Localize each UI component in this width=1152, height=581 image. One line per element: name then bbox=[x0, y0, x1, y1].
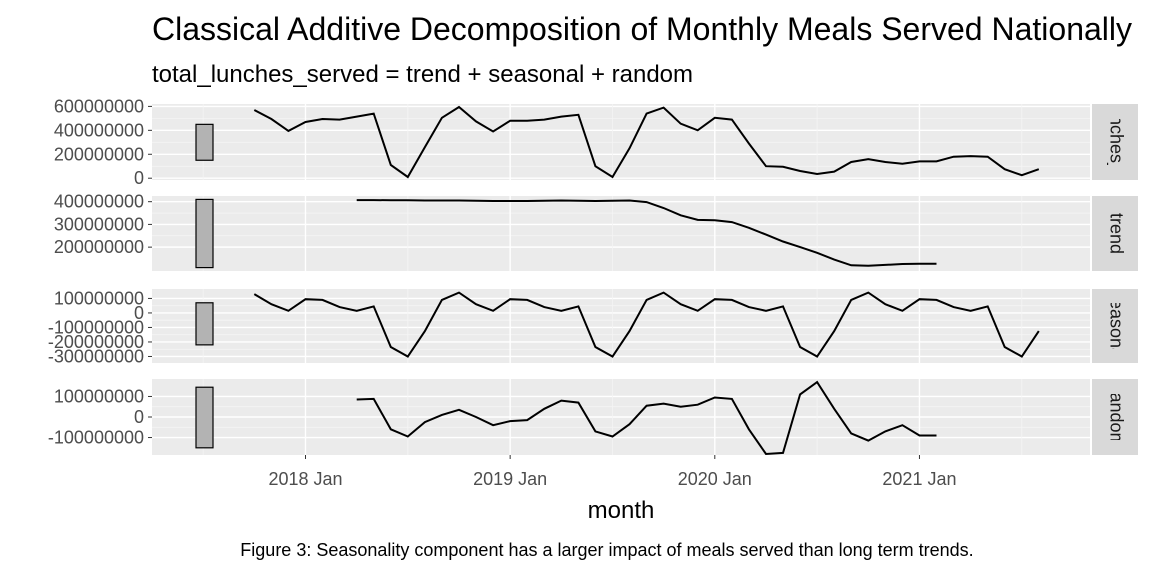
facet-strip bbox=[1092, 289, 1138, 363]
y-tick-label: 100000000 bbox=[54, 288, 144, 308]
facet-strip-label: seasonal bbox=[1106, 290, 1126, 362]
y-tick-label: 0 bbox=[134, 407, 144, 427]
y-tick-label: 100000000 bbox=[54, 386, 144, 406]
facet-strip bbox=[1092, 196, 1138, 271]
range-bar bbox=[195, 302, 214, 346]
facet-strip bbox=[1092, 379, 1138, 455]
y-tick-label: -300000000 bbox=[48, 346, 144, 366]
panel-background bbox=[152, 289, 1090, 363]
x-tick-label: 2018 Jan bbox=[268, 469, 342, 489]
y-tick-label: 600000000 bbox=[54, 96, 144, 116]
y-tick-label: -100000000 bbox=[48, 428, 144, 448]
y-tick-label: 300000000 bbox=[54, 214, 144, 234]
range-bar bbox=[195, 198, 214, 269]
figure-caption: Figure 3: Seasonality component has a la… bbox=[240, 540, 973, 560]
y-tick-label: 400000000 bbox=[54, 192, 144, 212]
chart-subtitle: total_lunches_served = trend + seasonal … bbox=[152, 61, 693, 88]
x-tick-label: 2020 Jan bbox=[678, 469, 752, 489]
facet-strip-label: random bbox=[1106, 386, 1126, 447]
x-tick-label: 2021 Jan bbox=[882, 469, 956, 489]
facet-strip-label: total_lunches_served bbox=[1105, 57, 1126, 227]
chart-title: Classical Additive Decomposition of Mont… bbox=[152, 11, 1132, 47]
y-tick-label: -200000000 bbox=[48, 332, 144, 352]
range-bar bbox=[195, 123, 214, 161]
panel-background bbox=[152, 196, 1090, 271]
facet-strip-label: trend bbox=[1106, 213, 1126, 254]
y-tick-label: 0 bbox=[134, 168, 144, 188]
y-tick-label: 200000000 bbox=[54, 237, 144, 257]
y-tick-label: 200000000 bbox=[54, 144, 144, 164]
series-line-seasonal bbox=[253, 291, 1040, 358]
x-tick-label: 2019 Jan bbox=[473, 469, 547, 489]
y-tick-label: 0 bbox=[134, 303, 144, 323]
y-tick-label: 400000000 bbox=[54, 120, 144, 140]
range-bar bbox=[195, 386, 214, 449]
facet-strip bbox=[1092, 104, 1138, 180]
series-line-trend bbox=[356, 199, 937, 267]
y-tick-label: -100000000 bbox=[48, 317, 144, 337]
x-axis-title: month bbox=[588, 497, 655, 524]
series-line-random bbox=[356, 380, 937, 456]
series-line-total_lunches_served bbox=[253, 105, 1040, 179]
